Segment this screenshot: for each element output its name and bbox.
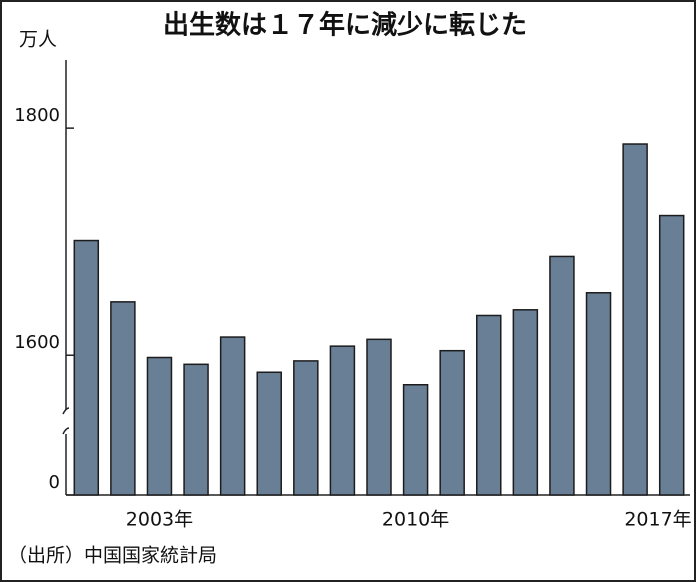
bar xyxy=(73,239,100,496)
bar xyxy=(439,349,465,496)
chart-title: 出生数は１７年に減少に転じた xyxy=(163,10,527,41)
bar xyxy=(329,345,356,496)
bar xyxy=(293,360,319,496)
y-unit: 万人 xyxy=(19,29,57,51)
x-tick-label: 2003年 xyxy=(126,509,193,531)
bar xyxy=(549,255,575,496)
source: （出所）中国国家統計局 xyxy=(8,545,217,567)
bar xyxy=(512,309,539,496)
bar xyxy=(146,356,173,496)
y-tick-label: 1600 xyxy=(14,332,60,353)
bar xyxy=(622,143,648,496)
bar xyxy=(256,371,282,496)
x-tick-label: 2017年 xyxy=(624,509,691,531)
bar xyxy=(585,292,612,496)
bar xyxy=(476,314,502,496)
bar xyxy=(366,338,392,496)
bar xyxy=(110,301,136,496)
y-tick-label: 0 xyxy=(49,472,60,493)
bar xyxy=(402,383,429,496)
bar xyxy=(658,214,685,496)
axis-break xyxy=(62,407,70,435)
bar xyxy=(219,336,246,496)
bar xyxy=(183,363,209,496)
x-tick-label: 2010年 xyxy=(382,509,449,531)
y-tick-label: 1800 xyxy=(14,105,60,126)
